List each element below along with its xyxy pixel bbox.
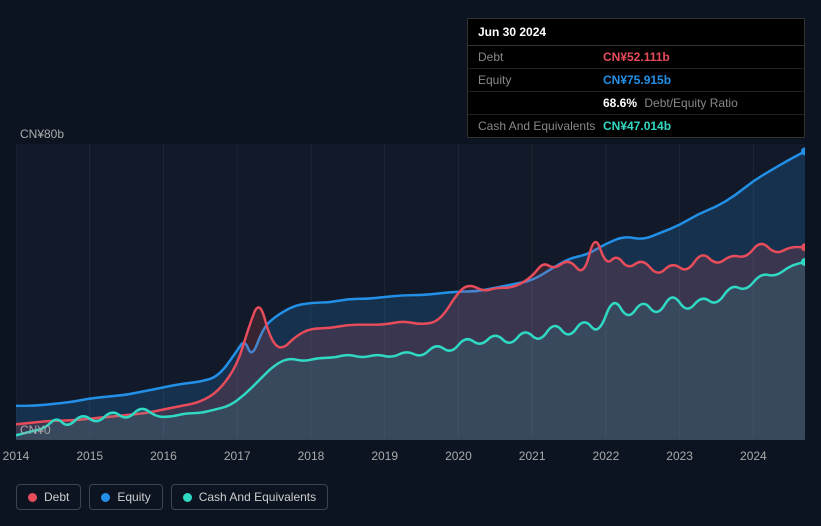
legend: Debt Equity Cash And Equivalents <box>16 484 328 510</box>
x-axis-label: 2015 <box>76 449 103 463</box>
legend-label: Debt <box>44 490 69 504</box>
tooltip-row: Cash And EquivalentsCN¥47.014b <box>468 115 804 137</box>
legend-item[interactable]: Cash And Equivalents <box>171 484 328 510</box>
tooltip-row: DebtCN¥52.111b <box>468 46 804 69</box>
tooltip-row-label: Equity <box>478 73 603 87</box>
chart-area: 2014201520162017201820192020202120222023… <box>16 120 805 470</box>
tooltip-row-value: CN¥75.915b <box>603 73 671 87</box>
tooltip-row-label: Cash And Equivalents <box>478 119 603 133</box>
tooltip-row-value: CN¥52.111b <box>603 50 670 64</box>
tooltip-row-value: 68.6% Debt/Equity Ratio <box>603 96 738 110</box>
legend-item[interactable]: Debt <box>16 484 81 510</box>
plot-region[interactable] <box>16 144 805 440</box>
x-axis-label: 2014 <box>3 449 30 463</box>
y-axis-label: CN¥80b <box>20 127 64 141</box>
x-axis-label: 2021 <box>519 449 546 463</box>
legend-label: Equity <box>117 490 150 504</box>
tooltip-row: EquityCN¥75.915b <box>468 69 804 92</box>
tooltip-box: Jun 30 2024 DebtCN¥52.111bEquityCN¥75.91… <box>467 18 805 138</box>
legend-item[interactable]: Equity <box>89 484 162 510</box>
chart-svg <box>16 144 805 439</box>
x-axis-label: 2016 <box>150 449 177 463</box>
x-axis-label: 2023 <box>666 449 693 463</box>
tooltip-rows: DebtCN¥52.111bEquityCN¥75.915b68.6% Debt… <box>468 46 804 137</box>
x-axis-label: 2017 <box>224 449 251 463</box>
y-axis-label: CN¥0 <box>20 423 51 437</box>
x-axis-label: 2018 <box>298 449 325 463</box>
x-axis: 2014201520162017201820192020202120222023… <box>16 446 805 466</box>
tooltip-row: 68.6% Debt/Equity Ratio <box>468 92 804 115</box>
legend-label: Cash And Equivalents <box>199 490 316 504</box>
x-axis-label: 2022 <box>593 449 620 463</box>
tooltip-row-label: Debt <box>478 50 603 64</box>
x-axis-label: 2020 <box>445 449 472 463</box>
tooltip-date: Jun 30 2024 <box>468 19 804 46</box>
tooltip-row-label <box>478 96 603 110</box>
legend-dot-icon <box>101 493 110 502</box>
legend-dot-icon <box>28 493 37 502</box>
tooltip-row-value: CN¥47.014b <box>603 119 671 133</box>
x-axis-label: 2019 <box>371 449 398 463</box>
legend-dot-icon <box>183 493 192 502</box>
x-axis-label: 2024 <box>740 449 767 463</box>
tooltip-row-extra: Debt/Equity Ratio <box>641 96 738 110</box>
